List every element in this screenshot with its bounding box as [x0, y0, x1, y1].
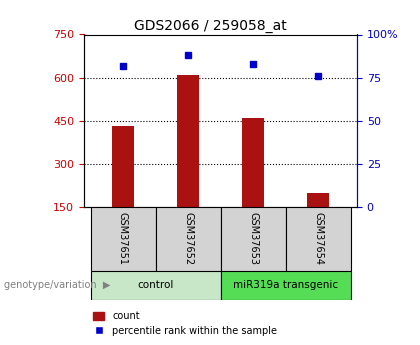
Bar [155, 207, 220, 271]
Bar [241, 118, 264, 207]
Bar [112, 127, 134, 207]
Text: control: control [137, 280, 174, 290]
Legend: count, percentile rank within the sample: count, percentile rank within the sample [89, 307, 281, 340]
Text: GSM37652: GSM37652 [183, 213, 193, 265]
Bar [307, 193, 329, 207]
Bar [90, 271, 220, 300]
Bar [177, 75, 200, 207]
Bar [220, 271, 351, 300]
Bar [90, 207, 155, 271]
Bar [220, 207, 286, 271]
Text: genotype/variation  ▶: genotype/variation ▶ [4, 280, 110, 290]
Bar [286, 207, 351, 271]
Text: GSM37653: GSM37653 [248, 213, 258, 265]
Text: GDS2066 / 259058_at: GDS2066 / 259058_at [134, 19, 286, 33]
Text: miR319a transgenic: miR319a transgenic [233, 280, 338, 290]
Text: GSM37654: GSM37654 [313, 213, 323, 265]
Text: GSM37651: GSM37651 [118, 213, 128, 265]
